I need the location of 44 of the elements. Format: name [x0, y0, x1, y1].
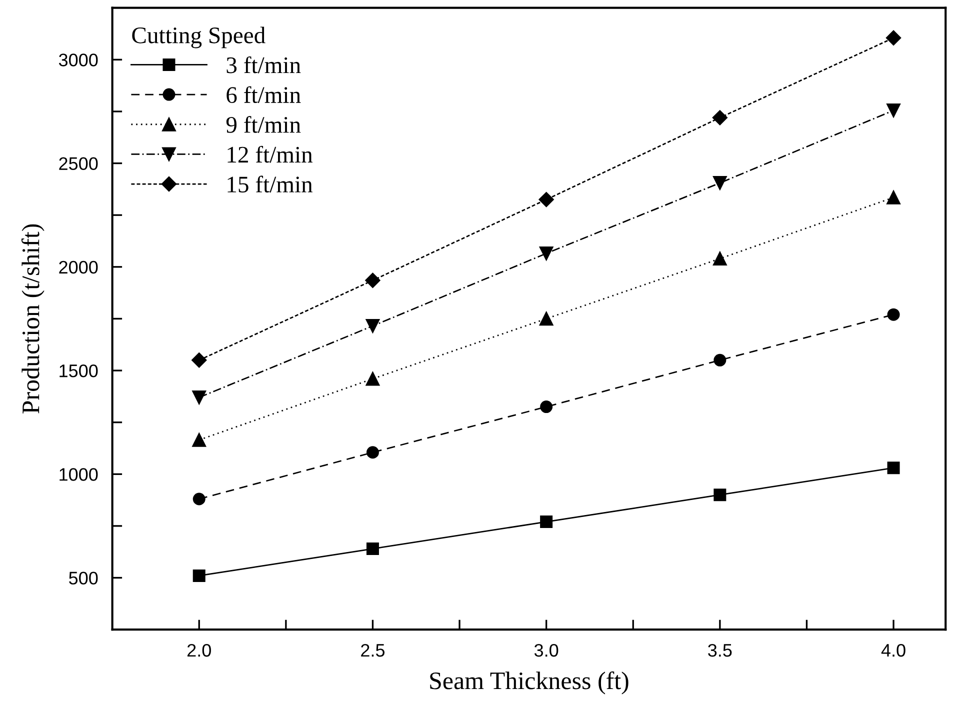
legend-title: Cutting Speed [132, 26, 266, 48]
point [540, 400, 553, 414]
point [712, 252, 727, 266]
y-tick-label: 3000 [58, 54, 98, 66]
x-tick-label: 2.0 [187, 644, 211, 657]
point [886, 30, 902, 46]
legend-label: 3 ft/min [226, 56, 301, 74]
point [192, 390, 206, 404]
y-tick-label: 2000 [59, 260, 98, 274]
point [887, 462, 900, 474]
point [539, 246, 554, 260]
x-tick-label: 3.0 [534, 644, 558, 657]
point [192, 492, 206, 506]
x-axis-title: Seam Thickness (ft) [430, 671, 628, 694]
point [714, 354, 726, 366]
point [540, 516, 553, 528]
x-tick-label: 3.5 [708, 644, 732, 657]
point [539, 312, 554, 326]
legend-label: 9 ft/min [226, 116, 301, 133]
y-tick-label: 500 [69, 572, 98, 584]
legend-label: 15 ft/min [228, 176, 313, 193]
point [714, 488, 726, 502]
y-axis-title: Production (t/shift) [21, 224, 44, 414]
y-tick-label: 1500 [60, 364, 98, 378]
point [365, 272, 380, 288]
y-tick-label: 1000 [60, 468, 98, 481]
point [886, 190, 900, 204]
point [712, 110, 728, 126]
point [366, 319, 380, 333]
point [192, 433, 206, 447]
point [712, 176, 727, 190]
point [538, 192, 554, 208]
x-tick-label: 4.0 [881, 644, 906, 657]
point [192, 352, 207, 368]
point [887, 308, 900, 321]
point [366, 542, 379, 556]
legend-label: 12 ft/min [228, 146, 313, 163]
point [366, 446, 379, 459]
point [366, 372, 380, 386]
point [886, 103, 900, 118]
y-tick-label: 2500 [59, 157, 98, 170]
x-tick-label: 2.5 [361, 644, 385, 657]
point [192, 569, 206, 582]
legend-label: 6 ft/min [226, 86, 301, 104]
